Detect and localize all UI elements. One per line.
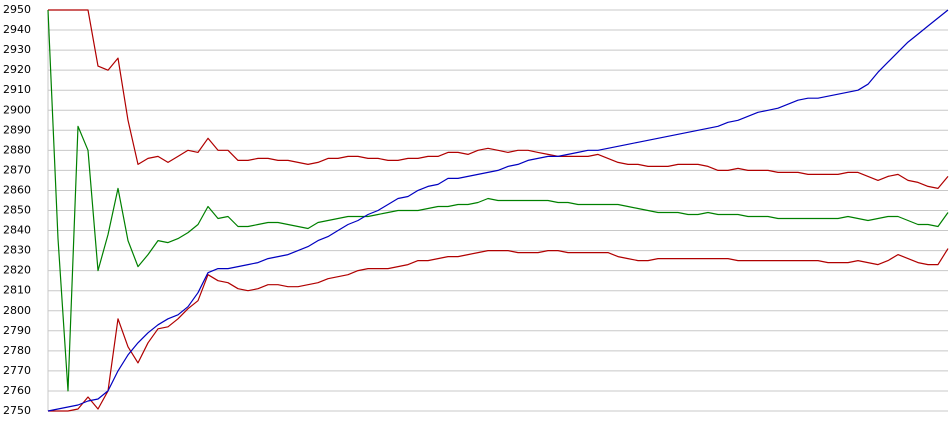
y-tick-label: 2900	[3, 103, 31, 116]
y-tick-label: 2870	[3, 163, 31, 176]
y-tick-label: 2810	[3, 284, 31, 297]
y-tick-label: 2890	[3, 123, 31, 136]
y-tick-label: 2860	[3, 183, 31, 196]
y-tick-label: 2750	[3, 404, 31, 417]
y-tick-label: 2910	[3, 83, 31, 96]
series-line	[48, 248, 949, 412]
y-tick-label: 2950	[3, 3, 31, 16]
y-tick-label: 2760	[3, 384, 31, 397]
y-tick-label: 2800	[3, 304, 31, 317]
y-tick-label: 2940	[3, 23, 31, 36]
series-line	[47, 9, 949, 392]
y-tick-label: 2790	[3, 324, 31, 337]
y-tick-label: 2830	[3, 244, 31, 257]
y-tick-label: 2850	[3, 204, 31, 217]
y-tick-label: 2770	[3, 364, 31, 377]
series-line	[48, 9, 949, 189]
y-tick-label: 2880	[3, 143, 31, 156]
series-line	[47, 9, 949, 412]
y-tick-label: 2840	[3, 224, 31, 237]
y-tick-label: 2820	[3, 264, 31, 277]
y-tick-label: 2930	[3, 43, 31, 56]
y-tick-label: 2780	[3, 344, 31, 357]
y-tick-label: 2920	[3, 63, 31, 76]
